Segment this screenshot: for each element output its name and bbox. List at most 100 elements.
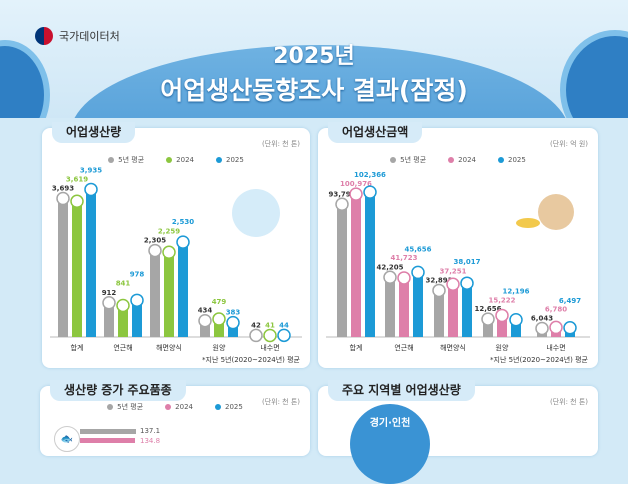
category-label: 연근해	[113, 343, 132, 352]
legend: 5년 평균 2024 2025	[40, 403, 310, 412]
bar-label: 137.1	[140, 427, 161, 435]
data-label: 3,619	[66, 175, 88, 183]
legend-2025: 2025	[216, 156, 244, 165]
data-label: 6,043	[531, 314, 553, 322]
data-label: 479	[212, 298, 227, 306]
category-label: 해면양식	[156, 343, 182, 352]
bar-label: 134.8	[140, 437, 161, 445]
bar-5년 평균	[150, 250, 160, 337]
bar-5년 평균	[58, 198, 68, 337]
data-label: 93,797	[328, 190, 355, 198]
coin-icon	[516, 218, 540, 228]
data-label: 3,693	[52, 185, 74, 193]
panel-title: 어업생산량	[52, 122, 136, 143]
bar-cap	[70, 194, 84, 209]
bar-cap	[56, 191, 70, 206]
data-label: 44	[279, 321, 289, 329]
bar-cap	[432, 283, 446, 298]
bar-5년 평균	[385, 277, 395, 337]
bar-cap	[198, 313, 212, 328]
category-label: 합계	[350, 343, 363, 352]
data-label: 45,656	[404, 245, 431, 253]
category-label: 내수면	[546, 343, 565, 352]
data-label: 434	[198, 307, 213, 315]
page-title: 어업생산동향조사 결과(잠정)	[160, 76, 468, 105]
taegeuk-icon	[35, 27, 53, 45]
bar-cap	[397, 271, 411, 285]
bar-cap	[535, 321, 549, 336]
footnote: *지난 5년(2020~2024년) 평균	[202, 356, 300, 364]
bar-5년 평균	[434, 290, 444, 337]
data-label: 2,259	[158, 227, 180, 235]
region-name: 경기·인천	[369, 418, 411, 429]
unit-label: (단위: 천 톤)	[549, 398, 588, 406]
legend-2024: 2024	[165, 403, 193, 412]
species-panel: 생산량 증가 주요품종 (단위: 천 톤) 5년 평균 2024 2025 🐟 …	[40, 380, 310, 456]
bar-cap	[176, 235, 190, 249]
data-label: 12,656	[474, 305, 501, 313]
bar-cap	[263, 328, 277, 343]
category-label: 원양	[213, 343, 226, 352]
data-label: 3,935	[80, 166, 102, 174]
legend-2024: 2024	[448, 156, 476, 165]
bar-2024	[118, 305, 128, 337]
bar-cap	[411, 265, 425, 280]
bar-2025	[86, 189, 96, 337]
header-banner: 국가데이터처 2025년 어업생산동향조사 결과(잠정)	[0, 0, 628, 118]
bar-cap	[116, 298, 130, 313]
unit-label: (단위: 천 톤)	[261, 398, 300, 406]
category-label: 내수면	[260, 343, 279, 352]
data-label: 2,305	[144, 237, 166, 245]
data-label: 6,780	[545, 305, 567, 313]
bar-cap	[130, 293, 144, 308]
fish-icon: 🐟	[54, 426, 80, 452]
bar-cap	[495, 308, 509, 323]
bar-cap	[363, 185, 377, 199]
bar-cap	[509, 312, 523, 327]
bar-cap	[102, 296, 116, 310]
data-label: 42,205	[376, 263, 403, 271]
bar-2025	[178, 242, 188, 337]
data-label: 383	[226, 309, 241, 317]
legend-avg: 5년 평균	[390, 156, 426, 165]
bar-cap	[563, 321, 577, 335]
bar-2024	[497, 315, 507, 337]
bar-cap	[212, 312, 226, 326]
data-label: 41,723	[390, 254, 417, 262]
bar-cap	[226, 315, 240, 330]
bar-2024	[164, 252, 174, 337]
data-label: 978	[130, 270, 145, 278]
unit-label: (단위: 천 톤)	[261, 140, 300, 148]
data-label: 6,497	[559, 297, 581, 305]
bar-2025	[511, 319, 521, 337]
bar-cap	[383, 270, 397, 285]
bar-5년 평균	[337, 204, 347, 337]
data-label: 912	[102, 289, 117, 297]
fish-net-icon	[232, 189, 280, 237]
bar-2024	[72, 201, 82, 337]
bar-2024	[448, 284, 458, 337]
legend-avg: 5년 평균	[107, 403, 143, 412]
bar-cap	[84, 182, 98, 197]
bar-2025	[413, 272, 423, 337]
bar-2025	[132, 300, 142, 337]
bar-2025	[228, 322, 238, 337]
org-logo: 국가데이터처	[35, 27, 120, 45]
bar-cap	[349, 187, 363, 201]
data-label: 15,222	[488, 296, 515, 304]
bar-5년 평균	[483, 319, 493, 337]
data-label: 100,976	[340, 180, 372, 188]
bar-cap	[481, 312, 495, 326]
region-panel: 주요 지역별 어업생산량 (단위: 천 톤) 경기·인천	[318, 380, 598, 484]
panel-title: 생산량 증가 주요품종	[50, 380, 186, 401]
bar-cap	[549, 320, 563, 335]
bar-avg	[80, 429, 136, 434]
category-label: 원양	[496, 343, 509, 352]
bar-cap	[162, 245, 176, 260]
category-label: 해면양식	[440, 343, 466, 352]
money-bag-icon	[538, 194, 574, 230]
legend: 5년 평균 2024 2025	[318, 156, 598, 165]
bar-2024	[399, 277, 409, 337]
bar-2025	[462, 283, 472, 337]
